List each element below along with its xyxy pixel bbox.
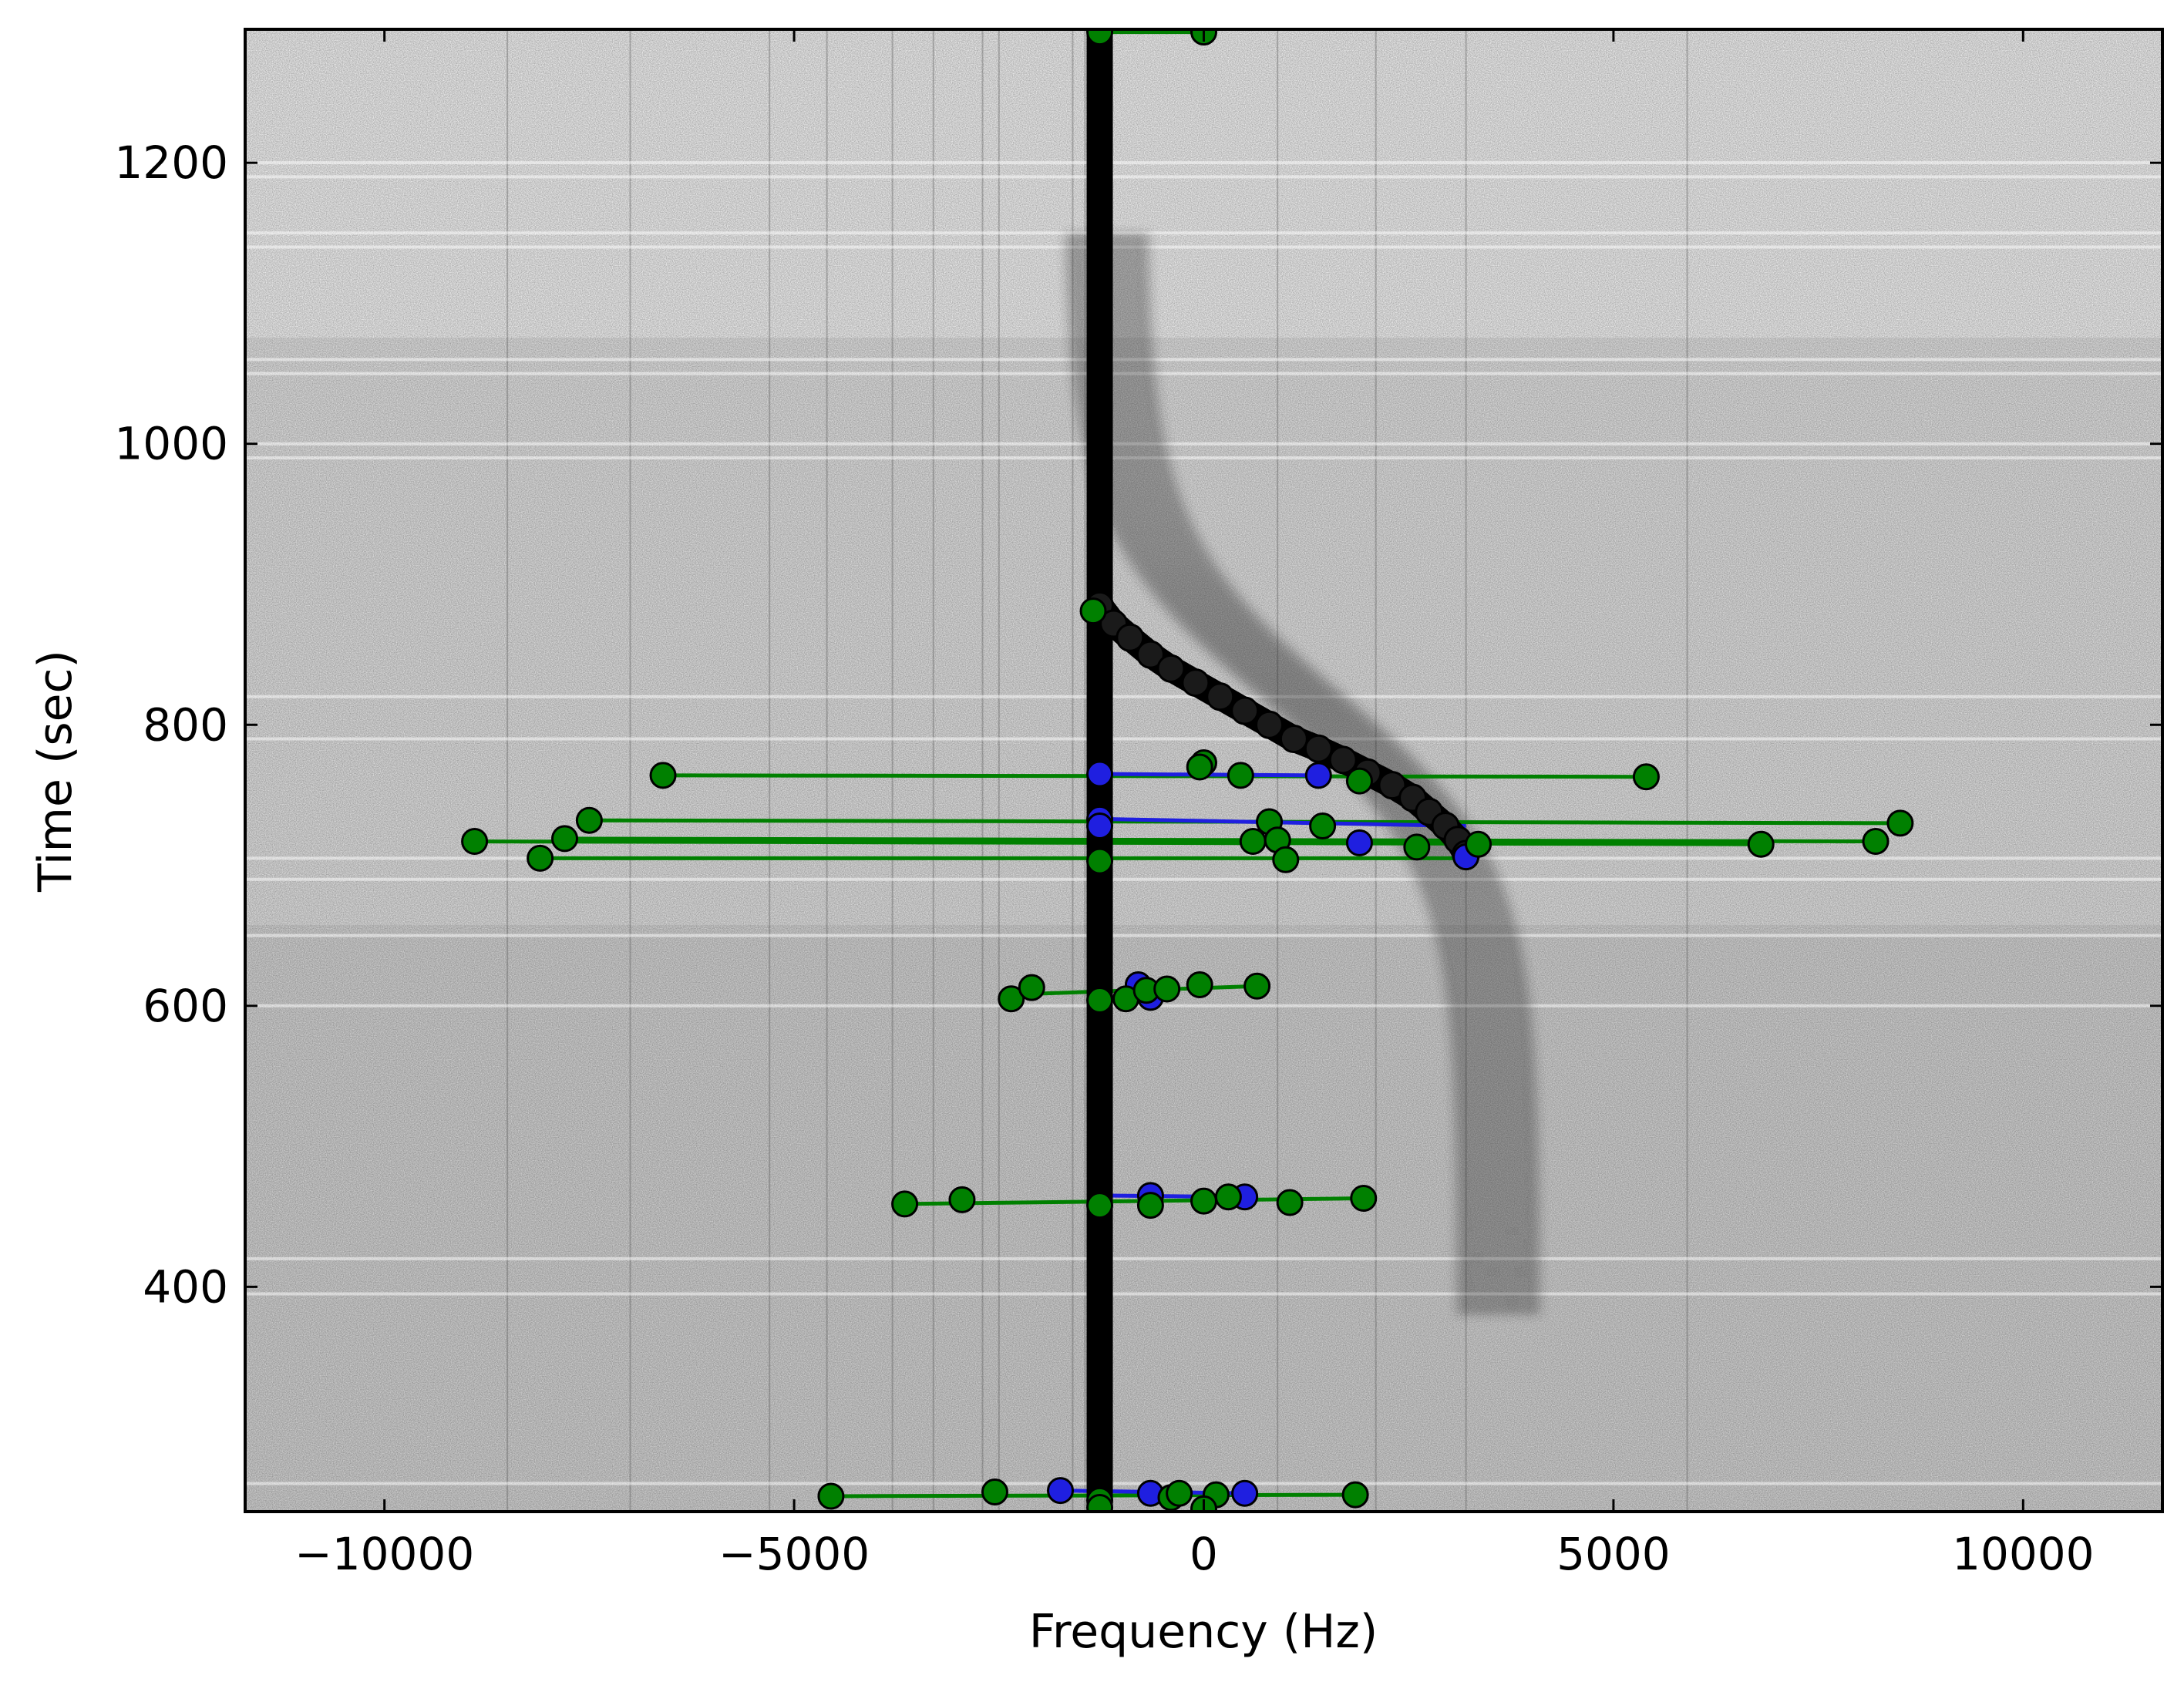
green-point (1153, 975, 1181, 1003)
track-point (1136, 640, 1165, 669)
connector-line (564, 836, 1876, 844)
green-point (1186, 971, 1213, 998)
y-tick-label: 600 (143, 980, 228, 1032)
green-point (551, 825, 578, 853)
spectrogram-background (245, 29, 2162, 1512)
green-point (527, 844, 554, 872)
blue-point (1345, 829, 1373, 856)
green-point (1086, 29, 1114, 46)
y-tick-label: 800 (143, 698, 228, 751)
blue-point (1231, 1479, 1259, 1507)
green-point (1747, 830, 1775, 858)
green-point (981, 1478, 1008, 1505)
green-point (1086, 1192, 1114, 1219)
green-point (1862, 828, 1890, 856)
green-point (817, 1482, 845, 1510)
green-point (1272, 846, 1300, 873)
green-point (1227, 762, 1254, 789)
green-point (461, 828, 489, 856)
green-point (948, 1186, 976, 1213)
y-tick-label: 1000 (114, 418, 228, 470)
green-point (891, 1190, 919, 1218)
x-tick-label: −5000 (718, 1528, 870, 1580)
track-point (1378, 771, 1407, 800)
x-axis-ticks: −10000 −5000 0 5000 10000 (294, 29, 2095, 1580)
track-point (1279, 724, 1308, 753)
green-point (1018, 974, 1045, 1001)
green-point (1214, 1183, 1242, 1211)
plot-marks (461, 29, 1914, 1512)
x-axis-label: Frequency (Hz) (1029, 1605, 1378, 1659)
track-point (1156, 654, 1186, 683)
green-point (1190, 1187, 1217, 1215)
spectrogram-lines (245, 29, 2162, 1512)
green-point (649, 762, 677, 789)
blue-point (1304, 762, 1332, 789)
y-axis-label: Time (sec) (29, 650, 82, 893)
green-point (1086, 1494, 1114, 1512)
green-point (1886, 809, 1914, 837)
drift-streak (1136, 233, 1542, 1315)
y-axis-ticks: 400 600 800 1000 1200 (114, 136, 2162, 1313)
x-tick-label: −10000 (294, 1528, 474, 1580)
track-point (1181, 668, 1210, 698)
green-point (998, 985, 1025, 1013)
green-point (1239, 828, 1267, 856)
y-tick-label: 400 (143, 1260, 228, 1313)
green-point (1632, 763, 1660, 791)
connector-line (1099, 816, 1466, 828)
x-tick-label: 0 (1190, 1528, 1218, 1580)
track-point (1328, 745, 1358, 775)
green-point (1350, 1185, 1378, 1213)
green-point (1465, 830, 1492, 858)
green-point (1345, 767, 1373, 795)
green-point (575, 806, 603, 834)
track-point (1255, 710, 1284, 739)
green-point (1403, 833, 1431, 861)
green-point (1166, 1479, 1193, 1507)
x-tick-label: 5000 (1556, 1528, 1671, 1580)
scatter-points (461, 29, 1914, 1512)
green-point (1243, 972, 1271, 1000)
green-point (1086, 847, 1114, 875)
connector-line (474, 839, 1762, 846)
green-point (1186, 753, 1213, 781)
blue-point (1086, 812, 1114, 839)
blue-point (1086, 760, 1114, 788)
y-tick-label: 1200 (114, 136, 228, 189)
green-point (1136, 1192, 1164, 1219)
green-point (1276, 1189, 1304, 1216)
green-point (1309, 812, 1337, 839)
track-point (1116, 623, 1145, 652)
green-point (1086, 987, 1114, 1014)
track-point (1206, 682, 1235, 711)
x-tick-label: 10000 (1952, 1528, 2095, 1580)
blue-point (1047, 1477, 1075, 1505)
green-point (1079, 597, 1107, 625)
track-point (1304, 734, 1333, 763)
track-point (1230, 696, 1260, 725)
green-point (1341, 1481, 1369, 1509)
